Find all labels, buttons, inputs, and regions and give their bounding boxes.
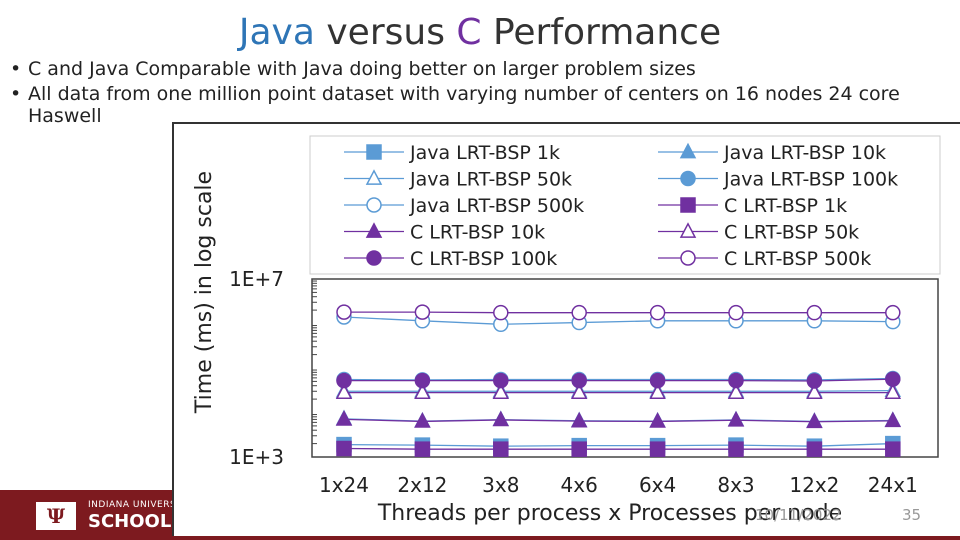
- data-point: [335, 383, 353, 399]
- data-point: [336, 304, 352, 320]
- bullet-item: All data from one million point dataset …: [10, 83, 950, 127]
- data-point: [414, 412, 431, 428]
- x-tick-label: 2x12: [397, 473, 447, 497]
- data-point: [649, 383, 666, 399]
- chart-container: 1E+3 1E+7 Time (ms) in log scale 1x24 2x12 3x…: [172, 122, 960, 536]
- legend-label: C LRT-BSP 100k: [410, 248, 557, 270]
- data-point: [492, 410, 510, 427]
- data-point: [727, 383, 745, 399]
- data-point: [885, 304, 901, 321]
- data-point: [414, 383, 431, 399]
- data-point: [492, 383, 510, 399]
- legend-label: C LRT-BSP 1k: [724, 195, 847, 217]
- data-point: [885, 441, 901, 457]
- university-logo-icon: Ψ: [36, 502, 76, 530]
- x-tick-label: 1x24: [319, 473, 369, 497]
- x-tick-label: 6x4: [639, 473, 676, 497]
- x-tick-label: 4x6: [561, 473, 598, 497]
- data-point: [571, 304, 587, 321]
- series-line: [343, 447, 893, 450]
- data-point: [570, 411, 588, 428]
- series-line: [344, 378, 893, 382]
- series-line: [343, 316, 893, 325]
- legend-label: Java LRT-BSP 1k: [409, 142, 560, 164]
- title-c: C: [456, 12, 482, 53]
- y-tick-label: 1E+3: [229, 445, 284, 469]
- x-tick-label: 8x3: [717, 473, 754, 497]
- data-point: [414, 304, 431, 320]
- data-point: [336, 372, 352, 389]
- data-point: [806, 304, 823, 321]
- legend-label: C LRT-BSP 10k: [410, 222, 545, 244]
- x-tick-label: 3x8: [482, 473, 519, 497]
- series-line: [343, 442, 893, 447]
- data-point: [414, 441, 431, 457]
- data-point: [806, 441, 823, 457]
- legend-marker: [679, 142, 697, 159]
- legend-label: Java LRT-BSP 10k: [723, 142, 886, 164]
- data-point: [806, 383, 823, 399]
- legend-label: C LRT-BSP 500k: [724, 248, 871, 270]
- legend-marker: [680, 170, 696, 187]
- legend-marker: [366, 144, 382, 160]
- series-line: [344, 311, 893, 314]
- x-axis-label: Threads per process x Processes per node: [377, 501, 842, 526]
- data-point: [649, 304, 666, 321]
- legend-label: Java LRT-BSP 50k: [409, 169, 572, 191]
- legend-marker: [365, 222, 383, 238]
- slide-title: Java versus C Performance: [0, 12, 960, 53]
- data-point: [336, 440, 352, 457]
- data-point: [571, 441, 587, 457]
- legend-box: [309, 135, 941, 275]
- data-point: [493, 304, 509, 321]
- performance-chart: 1E+3 1E+7 Time (ms) in log scale 1x24 2x12 3x…: [192, 135, 941, 526]
- legend-label: Java LRT-BSP 100k: [723, 169, 898, 191]
- bullet-list: C and Java Comparable with Java doing be…: [10, 58, 950, 130]
- legend-marker: [365, 169, 383, 185]
- data-point: [728, 441, 744, 457]
- legend-marker: [366, 197, 382, 213]
- data-point: [806, 373, 823, 389]
- data-point: [649, 372, 666, 389]
- data-point: [649, 441, 666, 457]
- legend-marker: [680, 197, 696, 213]
- data-point: [570, 383, 588, 399]
- footer-page-number: 35: [902, 506, 922, 524]
- legend-label: Java LRT-BSP 500k: [409, 195, 584, 217]
- title-java: Java: [238, 12, 315, 53]
- bullet-item: C and Java Comparable with Java doing be…: [10, 58, 950, 80]
- data-point: [493, 441, 509, 457]
- title-versus: versus: [314, 12, 457, 53]
- plot-frame: [311, 278, 939, 458]
- series-line: [344, 389, 893, 392]
- data-point: [571, 372, 587, 389]
- x-tick-label: 24x1: [868, 473, 918, 497]
- footer-school-name: SCHOOL: [88, 511, 172, 532]
- legend-marker: [366, 250, 382, 266]
- data-point: [728, 304, 744, 321]
- data-point: [727, 410, 745, 427]
- series-line: [343, 377, 893, 381]
- footer-date: 10/11/2022: [755, 506, 842, 524]
- series-line: [343, 418, 893, 423]
- data-point: [414, 372, 431, 389]
- data-point: [885, 371, 901, 387]
- y-tick-label: 1E+7: [229, 267, 284, 291]
- legend-marker: [680, 250, 696, 266]
- title-performance: Performance: [481, 12, 722, 53]
- y-axis-label: Time (ms) in log scale: [192, 171, 217, 414]
- legend-label: C LRT-BSP 50k: [724, 222, 859, 244]
- data-point: [728, 372, 744, 389]
- x-tick-label: 12x2: [789, 473, 839, 497]
- data-point: [884, 411, 902, 428]
- legend-marker: [679, 222, 697, 238]
- data-point: [806, 412, 823, 429]
- data-point: [335, 410, 353, 426]
- data-point: [493, 372, 509, 389]
- data-point: [649, 412, 666, 428]
- data-point: [884, 383, 902, 399]
- footer-university-name: INDIANA UNIVERSITY: [88, 500, 192, 510]
